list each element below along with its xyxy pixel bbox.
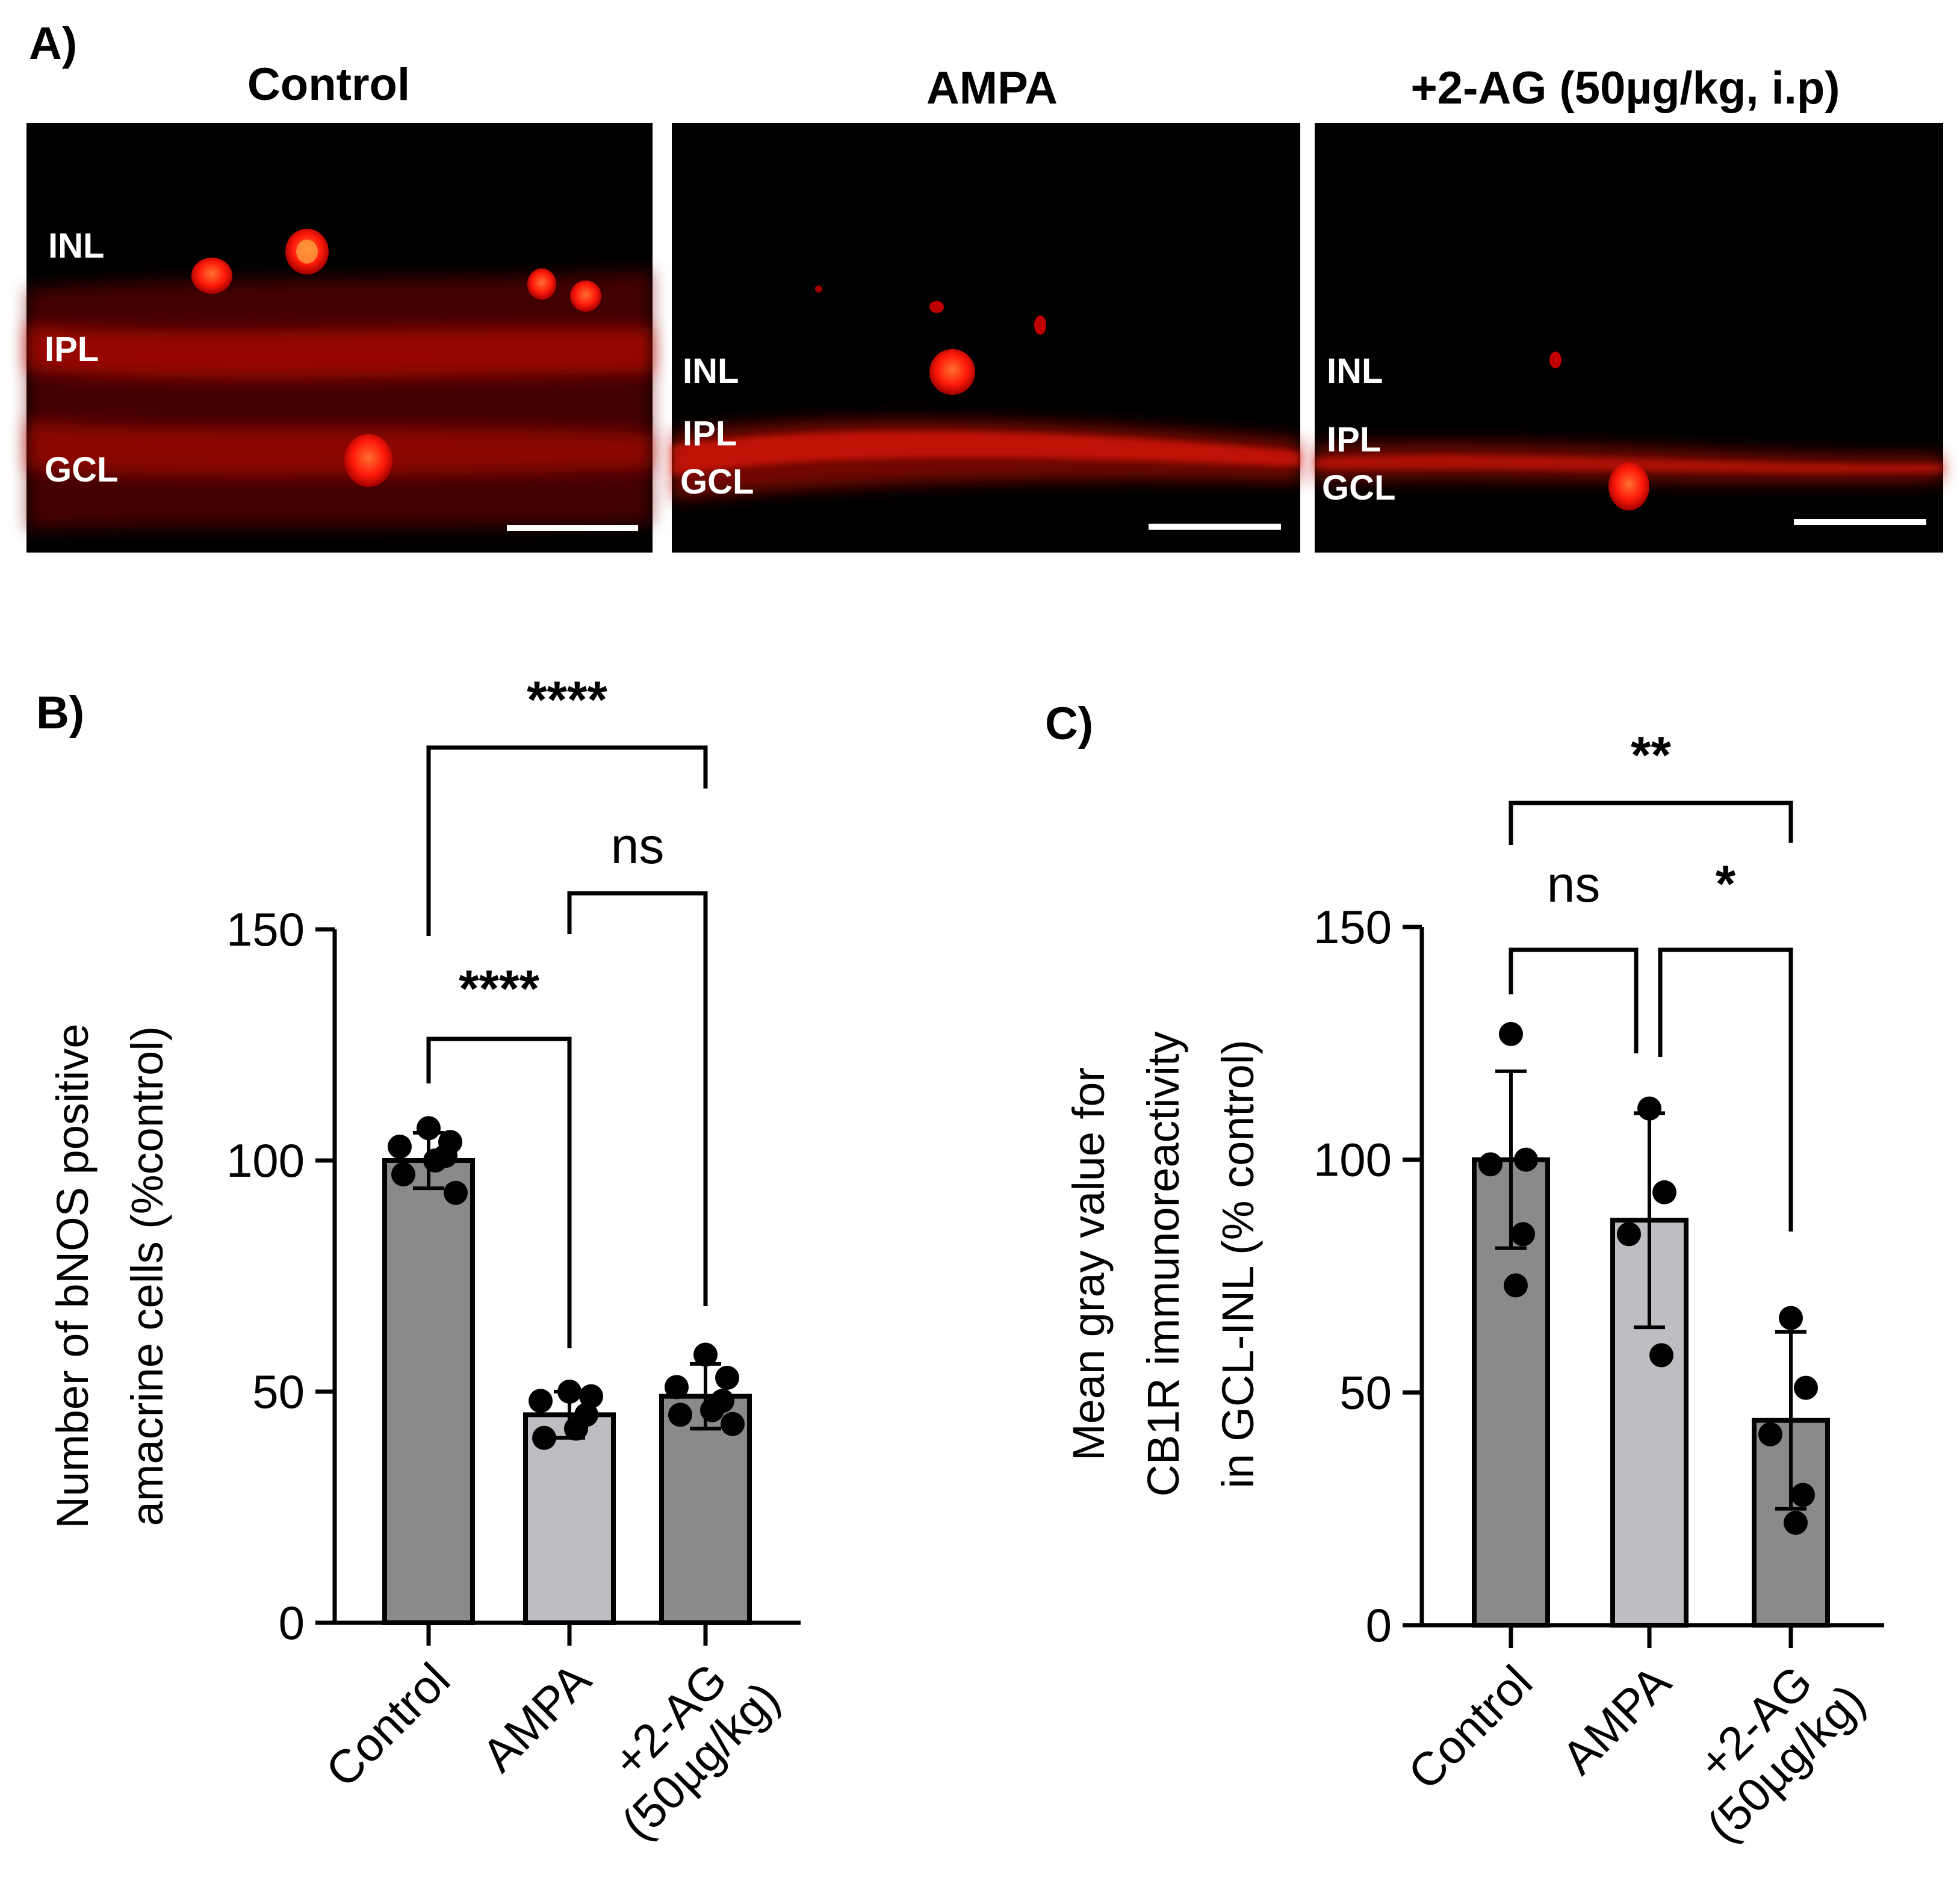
data-point bbox=[665, 1375, 689, 1399]
y-axis-title-line: in GCL-INL (% control) bbox=[1213, 1040, 1263, 1489]
layer-label-ipl: IPL bbox=[683, 414, 737, 453]
significance-label: **** bbox=[527, 671, 607, 729]
micrograph-title-2ag: +2-AG (50µg/kg, i.p) bbox=[1410, 63, 1840, 114]
layer-label-ipl: IPL bbox=[45, 330, 99, 369]
data-point bbox=[1652, 1180, 1676, 1204]
data-point bbox=[1504, 1273, 1528, 1298]
chart-b: 0 50 100 150 Number of bNOS positive amacrine… bbox=[48, 671, 801, 1850]
micrograph-ampa: INL IPL GCL bbox=[672, 123, 1300, 553]
significance-label: ** bbox=[1631, 727, 1671, 784]
y-tick-label: 150 bbox=[1313, 900, 1392, 953]
chart-c: 0 50 100 150 Mean gray value for CB1R immunor… bbox=[1064, 727, 1884, 1852]
x-category-label-line: Control bbox=[315, 1653, 460, 1797]
x-category-label-line: Control bbox=[1398, 1655, 1542, 1800]
y-tick-label: 0 bbox=[279, 1596, 305, 1649]
data-point bbox=[557, 1380, 581, 1404]
x-category-label: AMPA bbox=[1552, 1655, 1681, 1784]
data-point bbox=[564, 1416, 588, 1441]
micrograph-title-ampa: AMPA bbox=[926, 63, 1058, 114]
data-point bbox=[715, 1365, 739, 1390]
data-point bbox=[693, 1342, 718, 1367]
y-tick-label: 150 bbox=[226, 903, 305, 956]
panel-c-letter: C) bbox=[1045, 698, 1093, 749]
panel-a-letter: A) bbox=[29, 18, 77, 69]
data-point bbox=[700, 1398, 724, 1422]
micrograph-2ag: INL IPL GCL bbox=[1315, 123, 1943, 553]
significance-bracket bbox=[567, 891, 708, 1306]
data-point bbox=[1779, 1306, 1803, 1330]
y-axis-title-line: amacrine cells (%control) bbox=[122, 1026, 172, 1526]
y-tick-label: 0 bbox=[1366, 1599, 1392, 1652]
significance-bracket bbox=[1509, 947, 1639, 1053]
bar bbox=[523, 1412, 616, 1625]
data-point bbox=[417, 1116, 441, 1141]
y-tick-label: 50 bbox=[252, 1365, 305, 1418]
y-axis-title-line: Mean gray value for bbox=[1064, 1067, 1114, 1461]
data-point bbox=[391, 1162, 415, 1187]
micrograph-control: INL IPL GCL bbox=[26, 123, 653, 553]
data-point bbox=[1499, 1021, 1523, 1046]
y-axis-title-line: Number of bNOS positive bbox=[48, 1023, 98, 1528]
data-point bbox=[1758, 1422, 1782, 1446]
data-point bbox=[388, 1134, 412, 1159]
data-point bbox=[532, 1425, 556, 1450]
data-point bbox=[721, 1412, 745, 1436]
bar bbox=[382, 1158, 475, 1625]
x-category-label-line: AMPA bbox=[472, 1653, 601, 1782]
y-tick-label: 100 bbox=[1313, 1133, 1392, 1186]
layer-label-gcl: GCL bbox=[1322, 468, 1395, 507]
data-point bbox=[1637, 1096, 1661, 1121]
significance-label: * bbox=[1716, 855, 1736, 913]
y-axis-title: Mean gray value for CB1R immunoreactivity… bbox=[1064, 1031, 1263, 1496]
scale-bar bbox=[1149, 524, 1281, 530]
y-tick-label: 100 bbox=[226, 1134, 305, 1187]
y-tick-label: 50 bbox=[1339, 1366, 1392, 1419]
x-category-label: +2-AG(50µg/kg) bbox=[1661, 1638, 1875, 1853]
data-point bbox=[1478, 1152, 1503, 1177]
data-point bbox=[1649, 1343, 1673, 1368]
significance-bracket bbox=[426, 1037, 572, 1348]
significance-label: ns bbox=[611, 817, 665, 874]
data-point bbox=[668, 1402, 692, 1427]
significance-label: **** bbox=[459, 960, 539, 1018]
x-category-label: Control bbox=[315, 1653, 460, 1797]
x-category-label: Control bbox=[1398, 1655, 1542, 1800]
x-category-label: +2-AG(50µg/kg) bbox=[575, 1636, 790, 1850]
scale-bar bbox=[507, 525, 638, 531]
data-point bbox=[1784, 1510, 1808, 1535]
scale-bar bbox=[1794, 519, 1926, 525]
x-category-label: AMPA bbox=[472, 1653, 601, 1782]
layer-label-inl: INL bbox=[1327, 352, 1383, 391]
panel-b-letter: B) bbox=[36, 687, 84, 739]
significance-bracket bbox=[426, 745, 708, 936]
data-point bbox=[444, 1180, 468, 1205]
data-point bbox=[1514, 1147, 1538, 1172]
data-point bbox=[1617, 1222, 1641, 1247]
micrograph-title-control: Control bbox=[247, 59, 410, 110]
x-category-label-line: AMPA bbox=[1552, 1655, 1681, 1784]
data-point bbox=[1791, 1483, 1815, 1507]
y-axis-title: Number of bNOS positive amacrine cells (%… bbox=[48, 1023, 172, 1528]
layer-label-inl: INL bbox=[48, 226, 104, 265]
significance-bracket bbox=[1658, 947, 1793, 1232]
layer-label-gcl: GCL bbox=[45, 450, 118, 489]
y-axis-title-line: CB1R immunoreactivity bbox=[1138, 1031, 1188, 1496]
layer-label-ipl: IPL bbox=[1327, 420, 1381, 459]
data-point bbox=[423, 1148, 447, 1173]
layer-label-gcl: GCL bbox=[680, 462, 754, 501]
data-point bbox=[529, 1389, 553, 1413]
data-point bbox=[1511, 1222, 1535, 1247]
significance-bracket bbox=[1509, 801, 1793, 845]
layer-label-inl: INL bbox=[683, 352, 739, 391]
data-point bbox=[579, 1384, 603, 1408]
data-point bbox=[1794, 1375, 1818, 1400]
significance-label: ns bbox=[1547, 856, 1601, 913]
